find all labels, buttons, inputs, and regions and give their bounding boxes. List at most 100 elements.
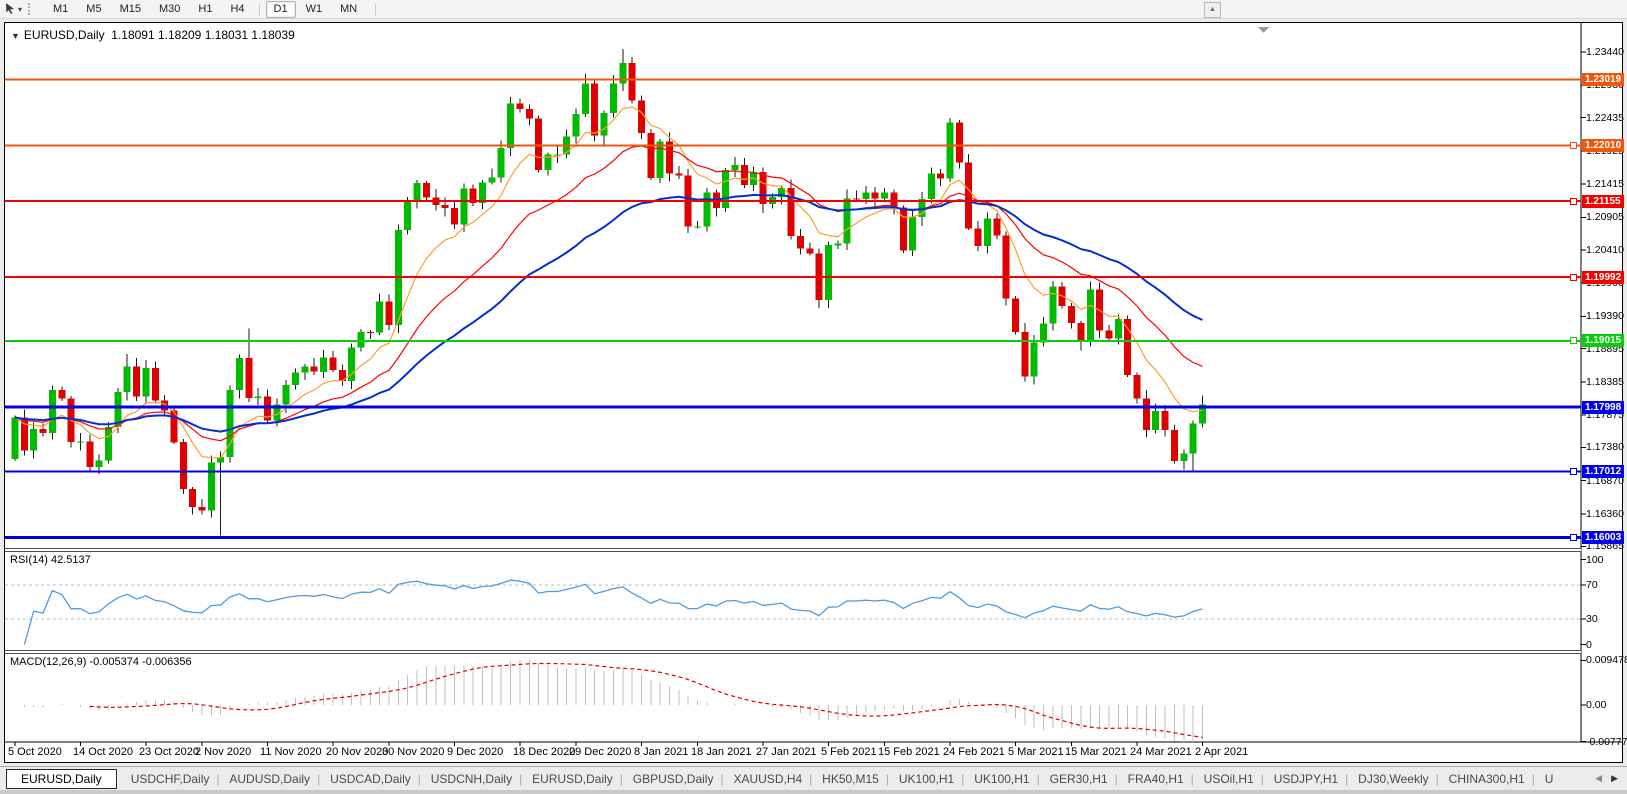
timeframe-button-w1[interactable]: W1: [305, 2, 323, 15]
date-label: 20 Nov 2020: [326, 746, 389, 758]
chart-tab-usdcad-daily[interactable]: USDCAD,Daily: [317, 769, 421, 789]
pointer-tool-icon: [4, 2, 16, 16]
chart-tab-usdjpy-h1[interactable]: USDJPY,H1: [1261, 769, 1348, 789]
chart-tab-audusd-daily[interactable]: AUDUSD,Daily: [216, 769, 320, 789]
macd-histogram: [23, 659, 1203, 743]
toolbar-scroll-up-button[interactable]: ▲: [1204, 2, 1221, 18]
chart-title-text: EURUSD,Daily 1.18091 1.18209 1.18031 1.1…: [23, 28, 295, 42]
date-label: 15 Feb 2021: [878, 746, 940, 758]
chart-tab-uk100-h1[interactable]: UK100,H1: [961, 769, 1039, 789]
chart-tab-fra40-h1[interactable]: FRA40,H1: [1115, 769, 1194, 789]
price-tag-1.23019: 1.23019: [1582, 73, 1625, 86]
timeframe-button-m1[interactable]: M1: [53, 2, 69, 15]
line-handle[interactable]: [1570, 142, 1577, 149]
price-axis-label: 1.18385: [1586, 376, 1624, 388]
date-label: 5 Feb 2021: [821, 746, 877, 758]
line-handle[interactable]: [1570, 337, 1577, 344]
chart-tab-uk100-h1[interactable]: UK100,H1: [886, 769, 964, 789]
macd-axis-label: 0.009478: [1586, 654, 1627, 666]
rsi-axis-label: 100: [1586, 554, 1604, 566]
price-axis-label: 1.21415: [1586, 178, 1624, 190]
price-axis-label: 1.23440: [1586, 46, 1624, 58]
price-axis-label: 1.22435: [1586, 112, 1624, 124]
date-label: 14 Oct 2020: [73, 746, 133, 758]
toolbar-grip[interactable]: [28, 3, 34, 15]
tab-scroll-right-icon[interactable]: ▶: [1611, 773, 1618, 783]
timeframe-button-h4[interactable]: H4: [230, 2, 245, 15]
price-tag-1.19992: 1.19992: [1582, 271, 1625, 284]
price-axis-label: 1.19390: [1586, 310, 1624, 322]
main-rsi-separator[interactable]: [5, 548, 1581, 552]
date-label: 23 Oct 2020: [139, 746, 199, 758]
date-label: 5 Mar 2021: [1008, 746, 1064, 758]
chart-tab-usoil-h1[interactable]: USOil,H1: [1191, 769, 1264, 789]
chart-window: ▼ EURUSD,Daily 1.18091 1.18209 1.18031 1.…: [4, 22, 1627, 763]
chart-tab-eurusd-daily[interactable]: EURUSD,Daily: [519, 769, 623, 789]
line-handle[interactable]: [1570, 198, 1577, 205]
date-label: 24 Feb 2021: [943, 746, 1005, 758]
chart-tab-dj30-weekly[interactable]: DJ30,Weekly: [1345, 769, 1438, 789]
slow-ma-line: [14, 193, 1203, 433]
price-axis-label: 1.16870: [1586, 475, 1624, 487]
timeframe-button-m30[interactable]: M30: [158, 2, 181, 15]
price-axis-label: 1.16360: [1586, 508, 1624, 520]
timeframe-button-mn[interactable]: MN: [340, 2, 358, 15]
pointer-tool-button[interactable]: ▾: [0, 2, 26, 16]
date-label: 30 Nov 2020: [382, 746, 445, 758]
horizontal-level-lines: [5, 78, 1581, 539]
date-label: 27 Jan 2021: [756, 746, 817, 758]
line-handle[interactable]: [1570, 468, 1577, 475]
rsi-axis-label: 0: [1586, 639, 1592, 651]
macd-axis-label: -0.007778: [1586, 736, 1627, 748]
chart-tab-hk50-m15[interactable]: HK50,M15: [809, 769, 889, 789]
chart-shift-marker-icon[interactable]: [1258, 27, 1269, 33]
chart-tab-xauusd-h4[interactable]: XAUUSD,H4: [720, 769, 812, 789]
date-label: 11 Nov 2020: [260, 746, 322, 758]
pointer-tool-caret-icon[interactable]: ▾: [18, 4, 23, 14]
rsi-line: [23, 579, 1203, 645]
price-tag-1.17998: 1.17998: [1582, 401, 1625, 414]
chart-tab-gbpusd-daily[interactable]: GBPUSD,Daily: [620, 769, 724, 789]
timeframe-button-h1[interactable]: H1: [198, 2, 213, 15]
date-label: 5 Oct 2020: [8, 746, 62, 758]
macd-axis-label: 0.00: [1586, 699, 1607, 711]
line-handle[interactable]: [1570, 274, 1577, 281]
chart-tab-usdchf-daily[interactable]: USDCHF,Daily: [130, 771, 210, 786]
toolbar-separator: [375, 2, 377, 16]
chart-tab-u[interactable]: U: [1532, 769, 1564, 789]
date-label: 18 Jan 2021: [691, 746, 752, 758]
chart-tab-bar: EURUSD,DailyUSDCHF,DailyAUDUSD,DailyUSDC…: [0, 766, 1627, 790]
timeframe-button-d1[interactable]: D1: [265, 0, 296, 18]
tab-scroll-left-icon[interactable]: ◀: [1595, 773, 1603, 783]
price-tag-1.17012: 1.17012: [1582, 465, 1625, 478]
chart-menu-triangle-icon[interactable]: ▼: [11, 31, 20, 41]
macd-label: MACD(12,26,9) -0.005374 -0.006356: [10, 656, 192, 668]
price-tag-1.21155: 1.21155: [1582, 195, 1624, 208]
date-label: 2 Nov 2020: [195, 746, 252, 758]
date-label: 2 Apr 2021: [1195, 746, 1249, 758]
chart-canvas: [5, 23, 1622, 746]
price-tag-1.19015: 1.19015: [1582, 334, 1625, 347]
price-tag-1.22010: 1.22010: [1582, 139, 1625, 152]
timeframe-toolbar: ▾ M1 M5 M15 M30 H1 H4 D1 W1 MN ▲: [0, 0, 1627, 19]
fast-ma-line: [14, 106, 1203, 459]
price-axis-label: 1.17380: [1586, 441, 1624, 453]
rsi-axis-label: 30: [1586, 613, 1598, 625]
toolbar-separator: [258, 2, 260, 16]
chart-tab-usdcnh-daily[interactable]: USDCNH,Daily: [418, 769, 522, 789]
price-axis-label: 1.20410: [1586, 244, 1624, 256]
timeframe-button-m5[interactable]: M5: [86, 2, 102, 15]
chart-tab-eurusd-daily[interactable]: EURUSD,Daily: [6, 768, 117, 789]
date-label: 9 Dec 2020: [447, 746, 504, 758]
rsi-macd-separator[interactable]: [5, 650, 1581, 654]
macd-signal-line: [89, 662, 1203, 738]
chart-tab-ger30-h1[interactable]: GER30,H1: [1037, 769, 1118, 789]
timeframe-button-m15[interactable]: M15: [119, 2, 141, 15]
line-handle[interactable]: [1570, 534, 1577, 541]
chart-tab-china300-h1[interactable]: CHINA300,H1: [1436, 769, 1535, 789]
chart-title: ▼ EURUSD,Daily 1.18091 1.18209 1.18031 1.…: [11, 28, 295, 42]
date-label: 24 Mar 2021: [1130, 746, 1192, 758]
date-label: 8 Jan 2021: [634, 746, 689, 758]
rsi-label: RSI(14) 42.5137: [10, 554, 91, 566]
date-label: 18 Dec 2020: [513, 746, 576, 758]
